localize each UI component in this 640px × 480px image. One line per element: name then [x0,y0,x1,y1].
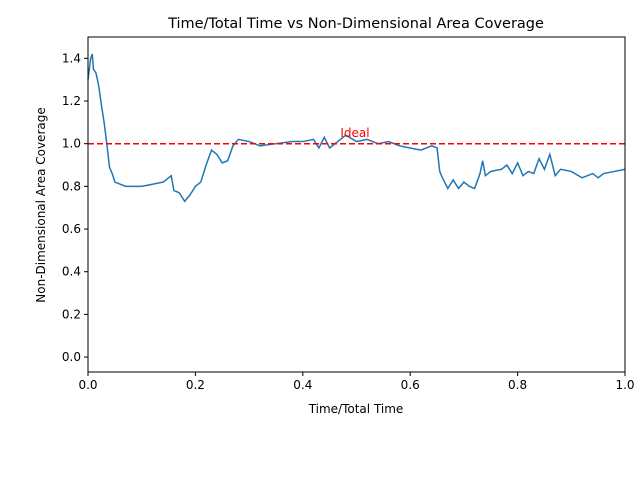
x-tick-label: 0.8 [508,378,527,392]
y-tick-label: 1.2 [62,94,81,108]
y-tick-label: 0.2 [62,307,81,321]
annotation: Ideal [340,126,369,140]
data-line [87,53,626,203]
x-tick-label: 0.0 [78,378,97,392]
x-tick-label: 1.0 [615,378,634,392]
y-tick-label: 0.6 [62,222,81,236]
y-tick-label: 0.8 [62,179,81,193]
y-tick-label: 0.0 [62,350,81,364]
y-tick-label: 1.0 [62,137,81,151]
y-tick-label: 0.4 [62,265,81,279]
x-tick-label: 0.2 [186,378,205,392]
x-tick-label: 0.4 [293,378,312,392]
plot-frame [87,36,626,373]
x-tick-label: 0.6 [401,378,420,392]
chart-title: Time/Total Time vs Non-Dimensional Area … [167,16,544,32]
y-tick-label: 1.4 [62,51,81,65]
y-axis-label: Non-Dimensional Area Coverage [34,107,48,302]
x-axis-label: Time/Total Time [308,402,404,416]
